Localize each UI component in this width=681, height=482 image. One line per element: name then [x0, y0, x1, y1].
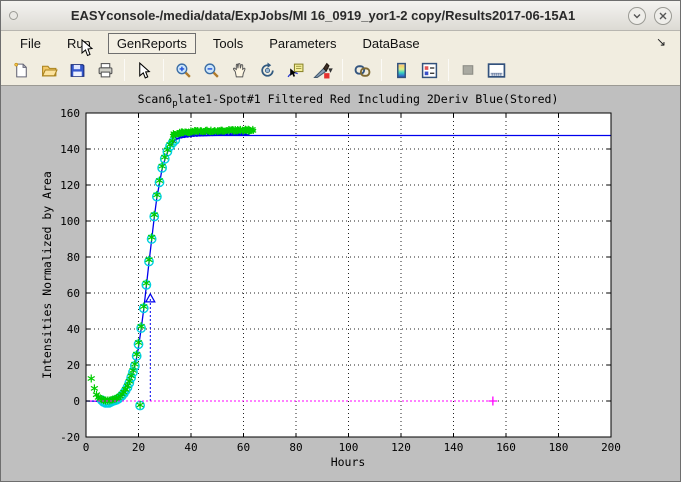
- disabled-square-icon: [462, 64, 473, 75]
- svg-text:120: 120: [60, 179, 80, 192]
- insert-legend-button[interactable]: [416, 57, 442, 83]
- brush-icon: [313, 62, 330, 78]
- inflection-marker: [144, 292, 156, 401]
- pointer-icon: [139, 61, 151, 79]
- menu-overflow-arrow-icon[interactable]: ↘: [655, 35, 666, 49]
- svg-text:160: 160: [496, 441, 516, 454]
- svg-text:20: 20: [67, 359, 80, 372]
- plot-title: Scan6plate1-Spot#1 Filtered Red Includin…: [138, 92, 559, 109]
- svg-text:60: 60: [67, 287, 80, 300]
- svg-text:0: 0: [83, 441, 90, 454]
- chevron-down-icon: [633, 13, 641, 18]
- save-floppy-icon: [70, 63, 84, 77]
- zoom-in-icon: [175, 62, 191, 78]
- window-menu-button[interactable]: [9, 11, 18, 20]
- open-file-button[interactable]: [36, 57, 62, 83]
- pan-tool-button[interactable]: [226, 57, 252, 83]
- tool-bar: ▾: [1, 55, 680, 86]
- disabled-tool-button: [455, 57, 481, 83]
- link-plot-button[interactable]: [349, 57, 375, 83]
- menu-file[interactable]: File: [20, 35, 41, 51]
- rotate-3d-button[interactable]: [254, 57, 280, 83]
- svg-text:80: 80: [289, 441, 302, 454]
- zoom-out-icon: [203, 62, 219, 78]
- open-folder-icon: [41, 65, 58, 76]
- menu-database[interactable]: DataBase: [362, 35, 420, 51]
- svg-text:140: 140: [60, 143, 80, 156]
- new-figure-button[interactable]: [8, 57, 34, 83]
- svg-text:100: 100: [339, 441, 359, 454]
- svg-text:40: 40: [184, 441, 197, 454]
- axis-ticks: [85, 112, 612, 438]
- brush-dropdown-caret-icon[interactable]: ▾: [328, 64, 333, 75]
- new-document-icon: [13, 62, 27, 77]
- y-axis-label: Intensities Normalized by Area: [40, 171, 54, 379]
- menu-parameters[interactable]: Parameters: [269, 35, 337, 51]
- data-cursor-button[interactable]: [282, 57, 308, 83]
- mouse-cursor-icon: [81, 39, 94, 57]
- rotate-3d-icon: [260, 62, 274, 77]
- toolbar-separator: [448, 59, 449, 81]
- figure-canvas: 0 20 40 60 80 100 120 140 160 180 200 -20 0 20 40 60 80 1…: [1, 86, 680, 480]
- plot: 0 20 40 60 80 100 120 140 160 180 200-200204060801…: [40, 92, 621, 469]
- menu-genreports[interactable]: GenReports: [107, 32, 196, 54]
- svg-text:-20: -20: [60, 431, 80, 444]
- plot-series: [85, 125, 611, 411]
- toolbar-separator: [381, 59, 382, 81]
- zoom-in-button[interactable]: [170, 57, 196, 83]
- svg-text:200: 200: [601, 441, 621, 454]
- star-plateau-cluster: [169, 125, 257, 140]
- pan-hand-icon: [232, 62, 245, 77]
- svg-text:100: 100: [60, 215, 80, 228]
- print-button[interactable]: [92, 57, 118, 83]
- close-icon: [659, 12, 667, 19]
- link-plots-icon: [354, 64, 370, 77]
- svg-text:120: 120: [391, 441, 411, 454]
- toolbar-separator: [342, 59, 343, 81]
- svg-text:0: 0: [73, 395, 80, 408]
- title-bar: EASYconsole-/media/data/ExpJobs/MI 16_09…: [1, 1, 680, 31]
- minimize-button[interactable]: [628, 6, 646, 25]
- svg-text:80: 80: [67, 251, 80, 264]
- legend-icon: [421, 62, 437, 78]
- axis-tick-labels: 0 20 40 60 80 100 120 140 160 180 200-200204060801…: [60, 107, 621, 454]
- dock-figure-button[interactable]: [483, 57, 509, 83]
- menu-tools[interactable]: Tools: [212, 35, 244, 51]
- save-button[interactable]: [64, 57, 90, 83]
- svg-text:180: 180: [549, 441, 569, 454]
- window-title: EASYconsole-/media/data/ExpJobs/MI 16_09…: [70, 8, 576, 23]
- colorbar-icon: [396, 62, 406, 78]
- menu-bar: File Run GenReports Tools Parameters Dat…: [1, 31, 680, 57]
- brush-data-button[interactable]: ▾: [310, 57, 336, 83]
- dock-figure-icon: [487, 62, 505, 78]
- toolbar-separator: [124, 59, 125, 81]
- toolbar-separator: [163, 59, 164, 81]
- plot-area[interactable]: [86, 113, 611, 437]
- svg-text:140: 140: [444, 441, 464, 454]
- print-icon: [98, 62, 112, 77]
- svg-text:60: 60: [237, 441, 250, 454]
- pointer-tool-button[interactable]: [131, 57, 157, 83]
- zero-baseline: [86, 396, 498, 406]
- insert-colorbar-button[interactable]: [388, 57, 414, 83]
- svg-text:20: 20: [132, 441, 145, 454]
- data-cursor-icon: [287, 63, 303, 77]
- raw-intensity-stars: [87, 136, 177, 409]
- svg-text:160: 160: [60, 107, 80, 120]
- svg-text:40: 40: [67, 323, 80, 336]
- x-axis-label: Hours: [331, 455, 366, 469]
- close-button[interactable]: [654, 6, 672, 25]
- zoom-out-button[interactable]: [198, 57, 224, 83]
